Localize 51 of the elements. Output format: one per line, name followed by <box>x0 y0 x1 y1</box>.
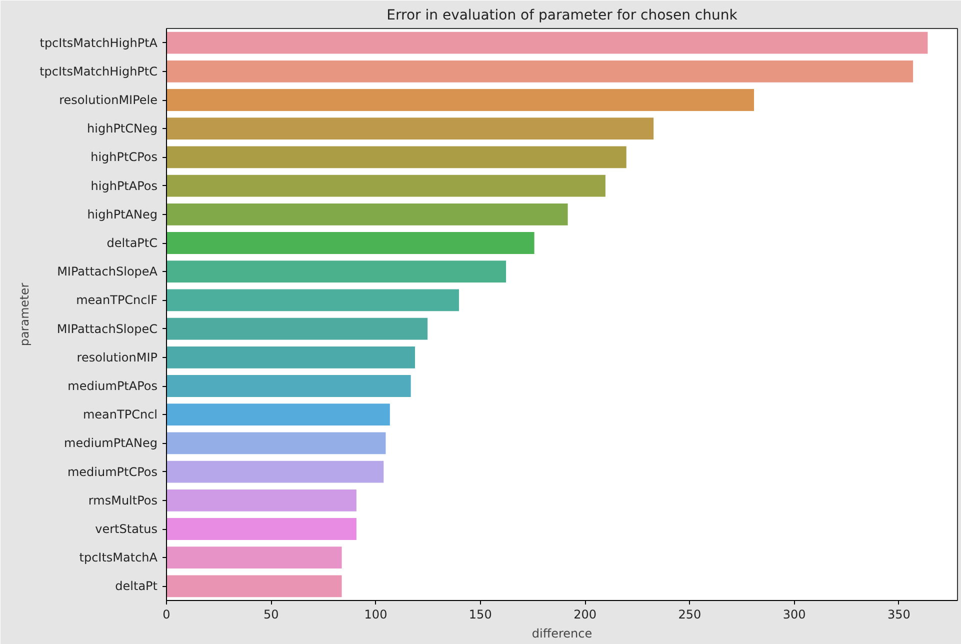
y-tick-label: rmsMultPos <box>88 493 158 508</box>
y-tick-label: tpcItsMatchA <box>79 550 158 565</box>
y-axis-title: parameter <box>18 282 32 346</box>
bar <box>166 316 429 341</box>
x-tick-label: 0 <box>162 608 170 622</box>
y-tick-label: highPtCNeg <box>87 122 158 136</box>
x-tick-label: 250 <box>678 608 702 622</box>
x-tick-label: 100 <box>364 608 388 622</box>
x-tick-label: 50 <box>263 608 279 622</box>
y-tick-label: mediumPtANeg <box>64 436 158 450</box>
y-tick-label: mediumPtCPos <box>67 464 158 479</box>
bar <box>166 88 756 112</box>
x-tick-label: 200 <box>574 608 596 622</box>
bar <box>166 202 569 226</box>
x-tick-label: 300 <box>782 608 806 622</box>
bar <box>166 30 929 55</box>
x-axis-title: difference <box>532 626 592 640</box>
y-tick-label: MIPattachSlopeA <box>57 264 158 279</box>
y-tick-label: resolutionMIPele <box>59 93 158 107</box>
bar <box>166 345 416 370</box>
x-tick-label: 350 <box>887 608 910 622</box>
bar <box>166 59 914 84</box>
bar <box>166 116 655 141</box>
bar <box>166 402 391 427</box>
bar <box>166 460 385 484</box>
y-tick-label: resolutionMIP <box>76 350 158 364</box>
y-tick-label: deltaPt <box>115 579 158 594</box>
bar <box>166 574 343 598</box>
y-tick-label: highPtCPos <box>90 150 158 164</box>
bar <box>166 174 606 198</box>
bar <box>166 431 387 456</box>
bar <box>166 260 508 284</box>
bar <box>166 517 358 541</box>
y-tick-label: meanTPCnclF <box>76 293 158 308</box>
bar <box>166 145 628 170</box>
y-tick-label: meanTPCncl <box>82 408 158 422</box>
y-tick-label: tpcItsMatchHighPtA <box>40 36 158 50</box>
y-tick-label: MIPattachSlopeC <box>56 322 158 336</box>
bar <box>166 288 460 312</box>
y-tick-label: deltaPtC <box>106 236 158 250</box>
bar <box>166 231 536 255</box>
y-tick-label: vertStatus <box>95 522 158 536</box>
bar <box>166 374 412 398</box>
y-tick-label: highPtANeg <box>87 207 158 222</box>
y-tick-label: highPtAPos <box>90 178 158 193</box>
bar <box>166 488 358 512</box>
y-tick-label: mediumPtAPos <box>68 379 158 393</box>
x-tick-label: 150 <box>468 608 492 622</box>
y-tick-label: tpcItsMatchHighPtC <box>40 64 158 78</box>
chart-title: Error in evaluation of parameter for chosen chunk <box>386 8 738 24</box>
bar <box>166 546 343 570</box>
